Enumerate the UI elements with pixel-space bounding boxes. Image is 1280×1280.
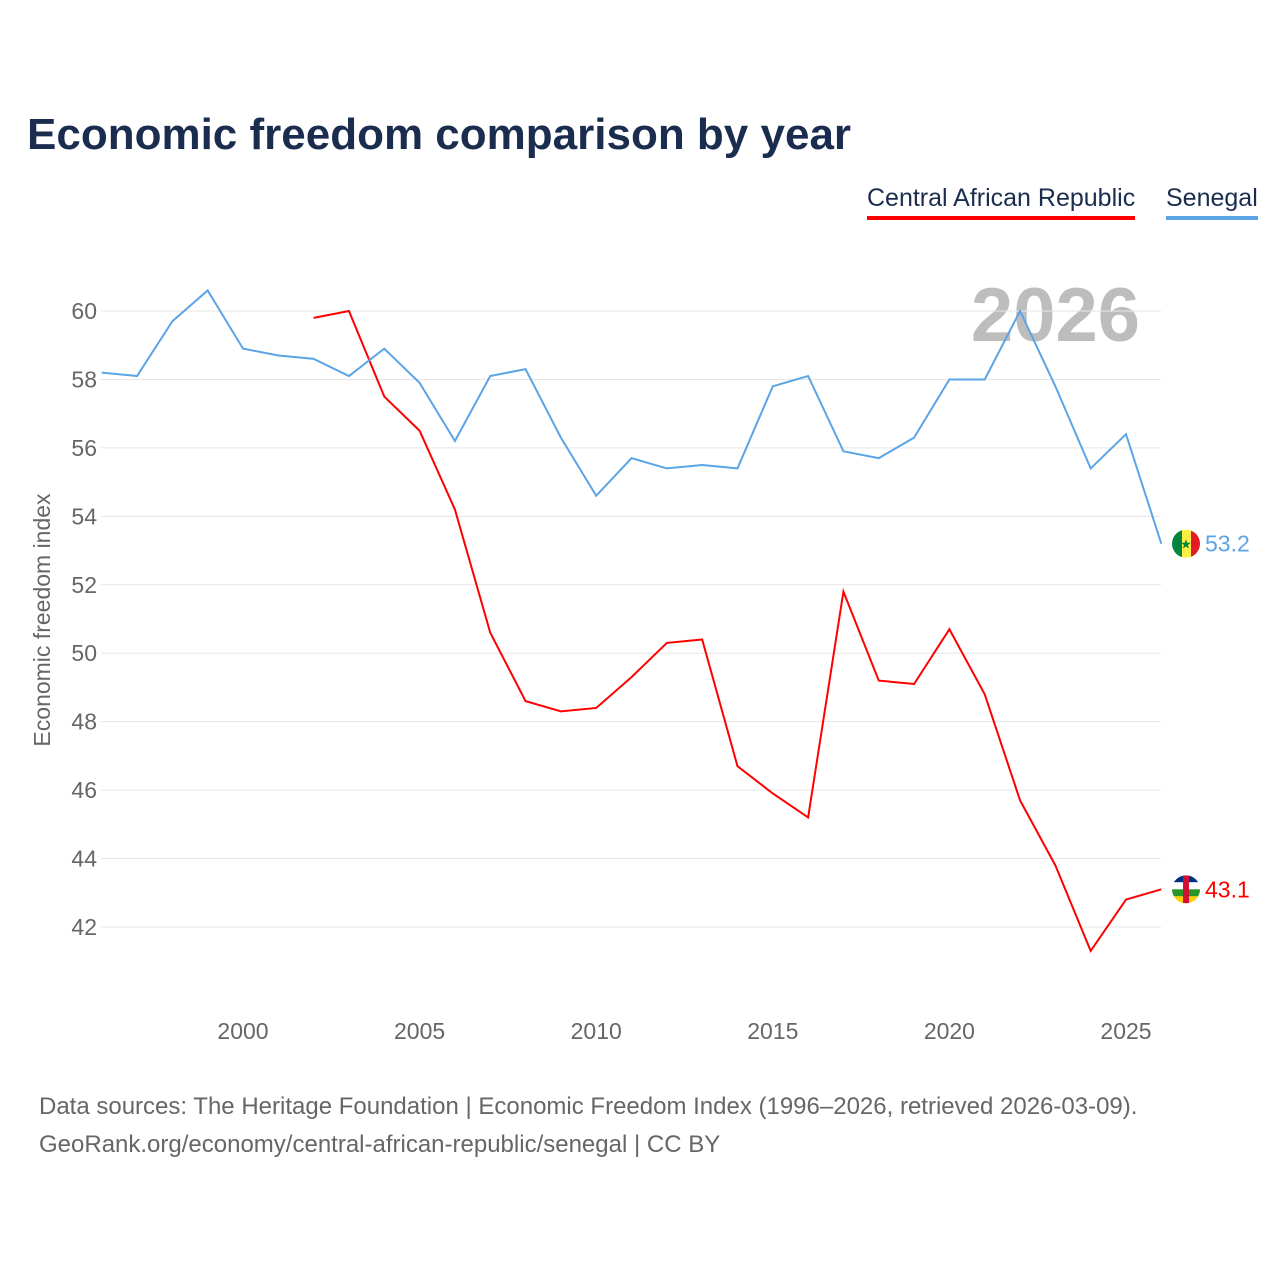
y-tick-label: 44: [71, 846, 97, 872]
series-line-car: [313, 309, 1162, 953]
source-text: Data sources: The Heritage Foundation | …: [39, 1093, 1138, 1120]
legend-item-senegal[interactable]: Senegal: [1166, 184, 1258, 220]
series-line-senegal: [101, 288, 1163, 545]
flag-icon-car: [1172, 875, 1200, 904]
x-tick-label: 2005: [394, 1018, 445, 1044]
end-value-label: 53.2: [1205, 531, 1250, 557]
y-tick-label: 58: [71, 366, 97, 392]
chart-title: Economic freedom comparison by year: [27, 110, 852, 159]
end-value-label: 43.1: [1205, 876, 1250, 902]
x-tick-label: 2000: [217, 1018, 268, 1044]
footer: Data sources: The Heritage Foundation | …: [39, 1088, 1137, 1164]
y-tick-label: 50: [71, 640, 97, 666]
y-tick-label: 48: [71, 709, 97, 735]
y-tick-label: 46: [71, 777, 97, 803]
x-tick-label: 2010: [571, 1018, 622, 1044]
x-tick-label: 2025: [1100, 1018, 1151, 1044]
y-tick-label: 60: [71, 298, 97, 324]
y-tick-label: 54: [71, 503, 97, 529]
x-tick-label: 2020: [924, 1018, 975, 1044]
legend-item-central-african-republic[interactable]: Central African Republic: [867, 184, 1136, 220]
y-tick-label: 42: [71, 914, 97, 940]
flag-icon-senegal: ★: [1172, 529, 1200, 558]
source-link[interactable]: GeoRank.org/economy/central-african-repu…: [39, 1131, 721, 1158]
y-tick-label: 52: [71, 572, 97, 598]
svg-text:★: ★: [1180, 537, 1192, 552]
y-tick-label: 56: [71, 435, 97, 461]
y-axis-label: Economic freedom index: [29, 493, 55, 747]
x-tick-label: 2015: [747, 1018, 798, 1044]
year-watermark: 2026: [971, 273, 1140, 358]
